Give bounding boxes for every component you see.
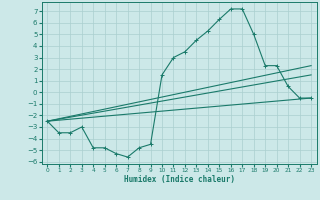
X-axis label: Humidex (Indice chaleur): Humidex (Indice chaleur) <box>124 175 235 184</box>
